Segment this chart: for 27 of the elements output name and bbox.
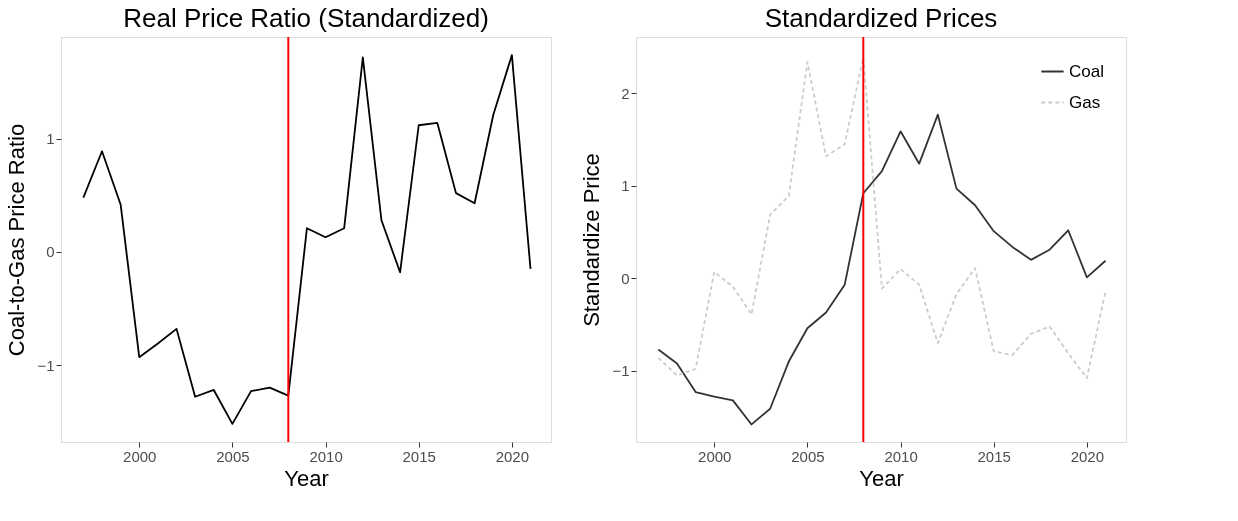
y-tick-label: 0	[46, 243, 55, 261]
chart-title: Standardized Prices	[764, 3, 998, 33]
x-tick-label: 2000	[123, 447, 157, 465]
x-tick-label: 2015	[977, 447, 1011, 465]
x-tick-label: 2010	[884, 447, 918, 465]
x-tick-label: 2005	[791, 447, 825, 465]
y-tick-label: 0	[621, 269, 630, 287]
x-tick-label: 2020	[495, 447, 530, 465]
y-axis-title: Standardize Price	[579, 153, 605, 327]
chart-title: Real Price Ratio (Standardized)	[123, 3, 489, 33]
y-tick-label: 1	[46, 130, 55, 148]
x-tick-label: 2005	[216, 447, 250, 465]
x-axis-title: Year	[284, 465, 329, 491]
y-tick-label: −1	[612, 362, 630, 380]
x-axis-title: Year	[859, 465, 904, 491]
y-axis-title: Coal-to-Gas Price Ratio	[4, 123, 30, 357]
x-tick-label: 2010	[309, 447, 343, 465]
line-series	[657, 113, 1107, 426]
line-series	[82, 54, 532, 425]
x-tick-label: 2000	[698, 447, 732, 465]
legend-label: Gas	[1069, 92, 1101, 112]
y-tick-label: −1	[37, 356, 55, 374]
x-tick-label: 2015	[402, 447, 436, 465]
y-tick-label: 1	[621, 177, 630, 195]
x-tick-label: 2020	[1070, 447, 1105, 465]
y-tick-label: 2	[621, 84, 630, 102]
legend-label: Coal	[1069, 61, 1104, 81]
